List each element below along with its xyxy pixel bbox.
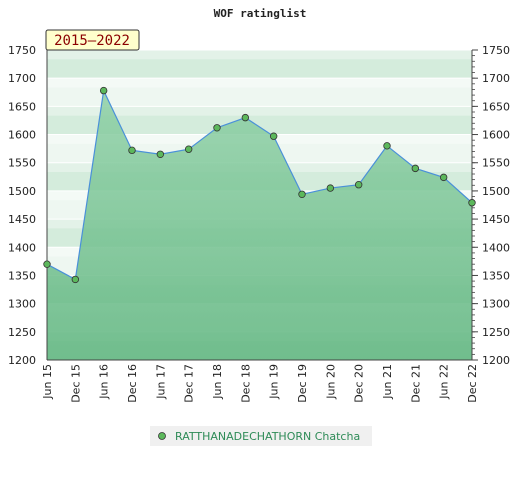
legend-box — [150, 426, 372, 446]
period-label: 2015–2022 — [54, 33, 130, 49]
y-tick-label-right: 1750 — [482, 44, 510, 57]
y-tick-label-left: 1700 — [8, 72, 36, 85]
plot-band-highlight — [47, 78, 472, 88]
y-tick-label-right: 1600 — [482, 129, 510, 142]
y-tick-label-left: 1650 — [8, 100, 36, 113]
fill-band — [47, 219, 472, 247]
fill-band — [47, 106, 472, 134]
y-axis-right: 1200 1250 1300 1350 1400 1450 1500 1550 1600 1650… — [472, 44, 510, 367]
plot-band — [47, 78, 472, 107]
period-badge-box — [45, 29, 140, 51]
plot-band-highlight — [47, 106, 472, 116]
x-tick-label: Dec 19 — [296, 364, 309, 403]
plot-band — [47, 50, 472, 79]
plot-band-highlight — [47, 50, 472, 60]
fill-band — [47, 50, 472, 78]
fill-band — [47, 332, 472, 360]
x-tick-label: Dec 22 — [466, 364, 479, 403]
y-tick-label-right: 1350 — [482, 269, 510, 282]
y-tick-label-left: 1200 — [8, 354, 36, 367]
y-tick-label-right: 1550 — [482, 157, 510, 170]
data-point — [383, 142, 391, 150]
y-tick-label-right: 1300 — [482, 298, 510, 311]
data-point — [156, 150, 165, 158]
data-point — [184, 145, 193, 153]
data-point — [213, 124, 221, 132]
y-tick-label-right: 1400 — [482, 241, 510, 254]
x-tick-label: Dec 15 — [69, 364, 82, 403]
series-points — [43, 86, 476, 284]
x-tick-label: Dec 18 — [239, 364, 252, 403]
x-tick-label: Jun 16 — [98, 364, 111, 400]
y-tick-label-left: 1300 — [8, 298, 36, 311]
x-tick-label: Dec 16 — [126, 364, 139, 403]
legend-marker — [158, 432, 166, 440]
data-point — [71, 275, 80, 284]
legend-label: RATTHANADECHATHORN Chatcha — [175, 430, 360, 443]
y-tick-label-right: 1650 — [482, 100, 510, 113]
data-point — [241, 113, 250, 122]
x-tick-label: Dec 21 — [409, 364, 422, 403]
series-area — [46, 50, 473, 360]
y-tick-label-right: 1450 — [482, 213, 510, 226]
y-tick-label-left: 1500 — [8, 185, 36, 198]
fill-band — [47, 275, 472, 303]
y-axis-left: 1200 1250 1300 1350 1400 1450 1500 1550 1600 1650… — [8, 44, 36, 367]
y-tick-label-right: 1200 — [482, 354, 510, 367]
data-point — [411, 164, 420, 173]
y-tick-label-left: 1250 — [8, 326, 36, 339]
y-tick-label-right: 1250 — [482, 326, 510, 339]
data-point — [468, 199, 476, 207]
x-tick-label: Jun 20 — [324, 364, 337, 400]
data-point — [354, 181, 363, 189]
data-point — [43, 260, 51, 268]
x-tick-label: Jun 21 — [381, 364, 394, 400]
x-tick-label: Jun 18 — [211, 364, 224, 400]
x-tick-label: Dec 20 — [353, 364, 366, 403]
y-tick-label-left: 1400 — [8, 241, 36, 254]
x-tick-label: Jun 15 — [41, 364, 54, 400]
period-badge: 2015–2022 — [45, 29, 140, 51]
data-point — [298, 190, 306, 198]
data-point — [128, 146, 136, 155]
y-tick-label-left: 1350 — [8, 269, 36, 282]
legend: RATTHANADECHATHORN Chatcha — [150, 426, 372, 446]
x-tick-label: Jun 17 — [154, 364, 167, 400]
y-tick-label-left: 1750 — [8, 44, 36, 57]
x-axis: Jun 15 Dec 15 Jun 16 Dec 16 Jun 17 Dec 17 Jun … — [41, 364, 479, 403]
series-line — [46, 88, 473, 281]
data-point — [269, 132, 278, 140]
x-tick-label: Dec 17 — [183, 364, 196, 403]
y-tick-label-left: 1550 — [8, 157, 36, 170]
chart-title: WOF ratinglist — [214, 7, 307, 20]
data-point — [439, 173, 448, 182]
y-tick-label-left: 1450 — [8, 213, 36, 226]
y-tick-label-left: 1600 — [8, 129, 36, 142]
data-point — [326, 184, 335, 192]
y-tick-label-right: 1700 — [482, 72, 510, 85]
series-fill — [47, 90, 472, 360]
x-tick-label: Jun 19 — [268, 364, 281, 400]
y-tick-label-right: 1500 — [482, 185, 510, 198]
data-point — [99, 86, 108, 95]
x-tick-label: Jun 22 — [438, 364, 451, 400]
fill-band — [47, 163, 472, 191]
